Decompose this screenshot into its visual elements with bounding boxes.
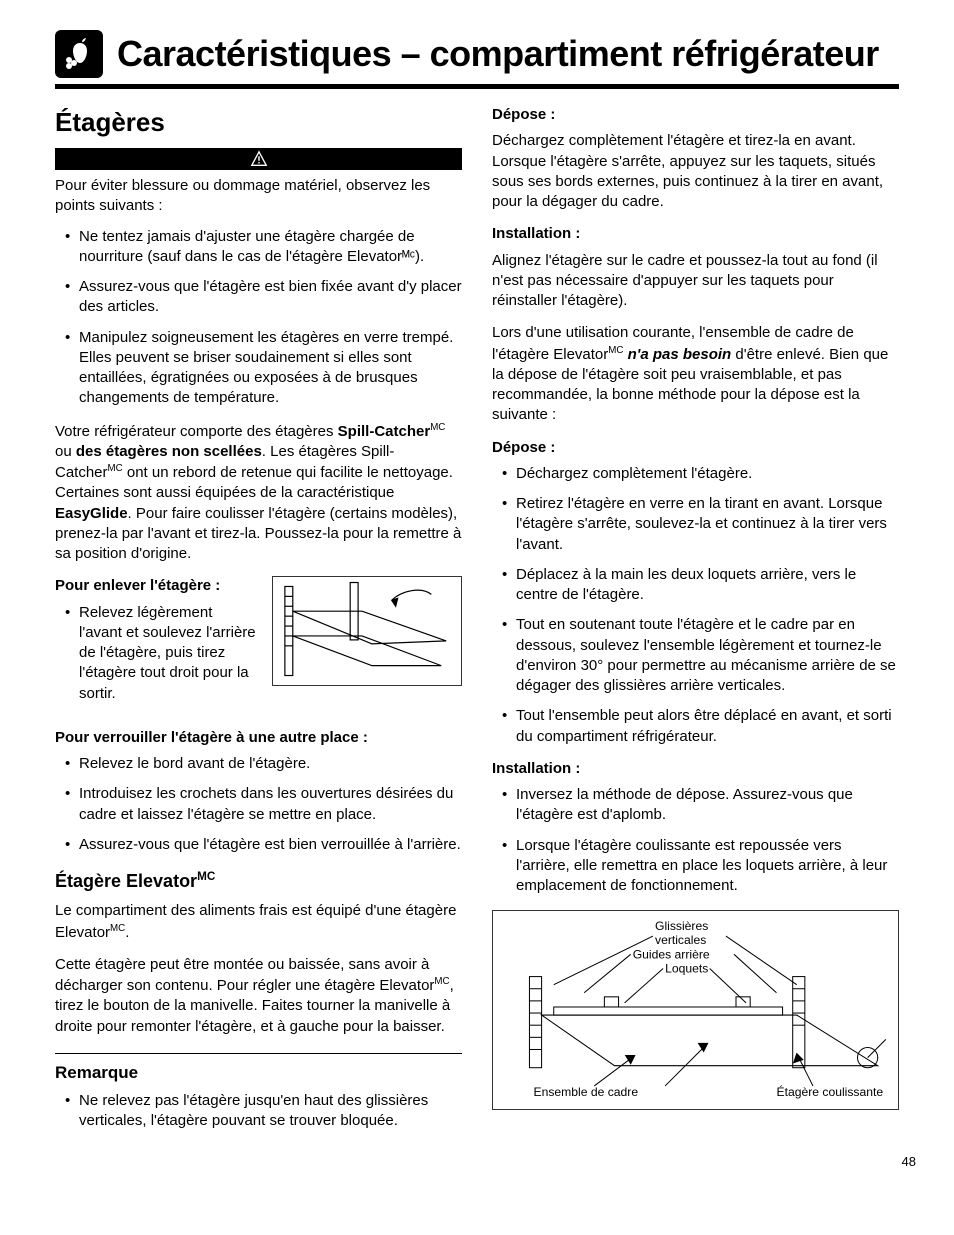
- text: Le compartiment des aliments frais est é…: [55, 902, 456, 940]
- warning-icon: [250, 150, 268, 168]
- list-item: Lorsque l'étagère coulissante est repous…: [502, 836, 899, 897]
- install1-para: Alignez l'étagère sur le cadre et pousse…: [492, 251, 899, 312]
- remove-heading: Pour enlever l'étagère :: [55, 576, 258, 596]
- text: Cette étagère peut être montée ou baissé…: [55, 956, 434, 994]
- install1-heading: Installation :: [492, 224, 899, 244]
- warning-bullets: Ne tentez jamais d'ajuster une étagère c…: [55, 227, 462, 409]
- text-bold: Spill-Catcher: [338, 423, 431, 440]
- list-item: Ne relevez pas l'étagère jusqu'en haut d…: [65, 1091, 462, 1132]
- header-rule: [55, 84, 899, 89]
- list-item: Assurez-vous que l'étagère est bien fixé…: [65, 277, 462, 318]
- intro-paragraph: Votre réfrigérateur comporte des étagère…: [55, 421, 462, 565]
- depose2-heading: Dépose :: [492, 438, 899, 458]
- lock-bullets: Relevez le bord avant de l'étagère. Intr…: [55, 754, 462, 855]
- text-bold-italic: n'a pas besoin: [628, 346, 732, 363]
- warning-intro: Pour éviter blessure ou dommage matériel…: [55, 176, 462, 217]
- remarque-box: Remarque Ne relevez pas l'étagère jusqu'…: [55, 1053, 462, 1131]
- text-sup: MC: [108, 463, 123, 474]
- apple-grapes-icon: [55, 30, 103, 78]
- figure-label: Étagère coulissante: [777, 1084, 884, 1099]
- usage-para: Lors d'une utilisation courante, l'ensem…: [492, 323, 899, 425]
- depose1-para: Déchargez complètement l'étagère et tire…: [492, 131, 899, 212]
- lock-heading: Pour verrouiller l'étagère à une autre p…: [55, 728, 462, 748]
- list-item: Inversez la méthode de dépose. Assurez-v…: [502, 785, 899, 826]
- text-bold: EasyGlide: [55, 505, 128, 522]
- shelf-removal-figure: [272, 576, 462, 686]
- list-item: Assurez-vous que l'étagère est bien verr…: [65, 835, 462, 855]
- page-number: 48: [902, 1154, 916, 1169]
- remarque-title: Remarque: [55, 1062, 462, 1085]
- remove-shelf-row: Pour enlever l'étagère : Relevez légèrem…: [55, 576, 462, 716]
- figure-label: Loquets: [665, 962, 708, 976]
- text-sup: MC: [608, 345, 623, 356]
- depose1-heading: Dépose :: [492, 105, 899, 125]
- page-header: Caractéristiques – compartiment réfrigér…: [55, 30, 899, 78]
- content-columns: Étagères Pour éviter blessure ou dommage…: [55, 105, 899, 1143]
- figure-label: Ensemble de cadre: [534, 1085, 639, 1099]
- elevator-heading: Étagère ElevatorMC: [55, 869, 462, 893]
- text-sup: MC: [197, 870, 215, 883]
- right-column: Dépose : Déchargez complètement l'étagèr…: [492, 105, 899, 1143]
- text-bold: des étagères non scellées: [76, 443, 262, 460]
- text: Votre réfrigérateur comporte des étagère…: [55, 423, 338, 440]
- depose2-bullets: Déchargez complètement l'étagère. Retire…: [492, 464, 899, 747]
- text: .: [125, 924, 129, 941]
- list-item: Relevez le bord avant de l'étagère.: [65, 754, 462, 774]
- list-item: Manipulez soigneusement les étagères en …: [65, 328, 462, 409]
- text-sup: MC: [430, 422, 445, 433]
- remarque-bullets: Ne relevez pas l'étagère jusqu'en haut d…: [55, 1091, 462, 1132]
- install2-bullets: Inversez la méthode de dépose. Assurez-v…: [492, 785, 899, 896]
- install2-heading: Installation :: [492, 759, 899, 779]
- elevator-shelf-figure: Glissières verticales Guides arrière Loq…: [492, 910, 899, 1110]
- text: Étagère Elevator: [55, 871, 197, 891]
- list-item: Déchargez complètement l'étagère.: [502, 464, 899, 484]
- list-item: Ne tentez jamais d'ajuster une étagère c…: [65, 227, 462, 268]
- list-item: Tout l'ensemble peut alors être déplacé …: [502, 706, 899, 747]
- elevator-p1: Le compartiment des aliments frais est é…: [55, 901, 462, 943]
- list-item: Déplacez à la main les deux loquets arri…: [502, 565, 899, 606]
- elevator-p2: Cette étagère peut être montée ou baissé…: [55, 955, 462, 1037]
- text-sup: MC: [110, 923, 125, 934]
- list-item: Relevez légèrement l'avant et soulevez l…: [65, 603, 258, 704]
- figure-label: verticales: [655, 933, 706, 947]
- left-column: Étagères Pour éviter blessure ou dommage…: [55, 105, 462, 1143]
- list-item: Retirez l'étagère en verre en la tirant …: [502, 494, 899, 555]
- text-sup: MC: [434, 976, 449, 987]
- list-item: Introduisez les crochets dans les ouvert…: [65, 784, 462, 825]
- page-title: Caractéristiques – compartiment réfrigér…: [117, 33, 879, 75]
- figure-label: Guides arrière: [633, 948, 710, 962]
- remove-bullets: Relevez légèrement l'avant et soulevez l…: [55, 603, 258, 704]
- figure-label: Glissières: [655, 919, 708, 933]
- section-title-etageres: Étagères: [55, 105, 462, 140]
- text: ou: [55, 443, 76, 460]
- warning-bar: [55, 148, 462, 170]
- list-item: Tout en soutenant toute l'étagère et le …: [502, 615, 899, 696]
- remove-shelf-text: Pour enlever l'étagère : Relevez légèrem…: [55, 576, 258, 716]
